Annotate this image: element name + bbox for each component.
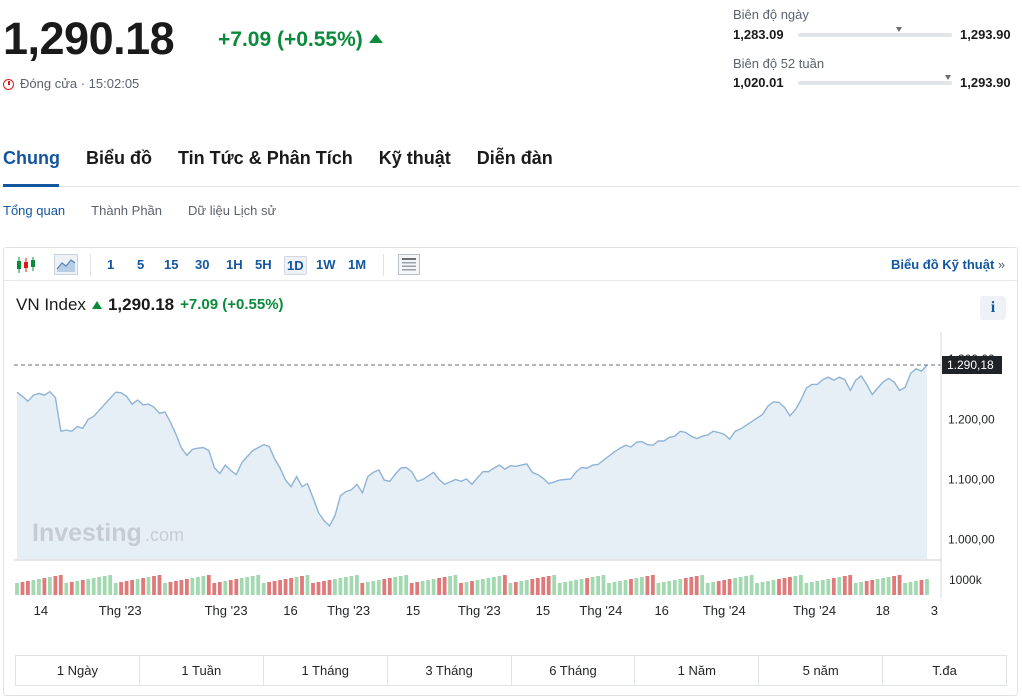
- timeframe-1w[interactable]: 1W: [316, 257, 336, 272]
- subtab-thanh-phan[interactable]: Thành Phần: [91, 203, 163, 218]
- timeframe-30[interactable]: 30: [195, 257, 210, 272]
- period-1-year[interactable]: 1 Năm: [635, 656, 760, 685]
- symbol-change-percent: (+0.55%): [222, 296, 284, 313]
- period-1-month[interactable]: 1 Tháng: [264, 656, 388, 685]
- chart-toolbar: [4, 248, 1017, 281]
- timeframe-1h[interactable]: 1H: [226, 257, 243, 272]
- up-arrow-icon: [91, 300, 102, 309]
- sub-tabs: Tổng quan Thành Phần Dữ liệu Lịch sử: [3, 203, 276, 218]
- up-arrow-icon: [368, 34, 383, 43]
- subtab-du-lieu-lich-su[interactable]: Dữ liệu Lịch sử: [188, 203, 277, 218]
- symbol-price: 1,290.18: [107, 295, 175, 314]
- period-1-day[interactable]: 1 Ngày: [16, 656, 140, 685]
- clock-icon: [3, 78, 14, 90]
- active-tab-indicator: [3, 184, 59, 187]
- change-value: +7.09: [218, 28, 272, 51]
- timeframe-1m[interactable]: 1M: [348, 257, 367, 272]
- market-status: Đóng cửa · 15:02:05: [3, 75, 139, 93]
- week52-range-low: 1,020.01: [733, 75, 784, 90]
- period-max[interactable]: T.đa: [932, 663, 957, 678]
- day-range-low: 1,283.09: [733, 27, 784, 42]
- subtab-tong-quan[interactable]: Tổng quan: [3, 203, 66, 218]
- week52-range-bar: [798, 81, 952, 85]
- chevron-right-icon: »: [997, 257, 1006, 272]
- timeframe-5h[interactable]: 5H: [255, 257, 272, 272]
- chart-symbol-header: VN Index 1,290.18 +7.09 (+0.55%): [16, 294, 284, 315]
- data-table-icon[interactable]: [398, 254, 420, 275]
- last-price: 1,290.18: [3, 13, 175, 64]
- week52-range-high: 1,293.90: [960, 75, 1011, 90]
- period-selector: 1 Ngày 1 Tuần 1 Tháng 3 Tháng 6 Tháng 1 …: [15, 655, 1007, 686]
- day-range-high: 1,293.90: [960, 27, 1011, 42]
- toolbar-separator: [383, 254, 384, 276]
- main-tabs: Chung Biểu đồ Tin Tức & Phân Tích Kỹ thu…: [3, 146, 553, 170]
- tab-dien-dan[interactable]: Diễn đàn: [476, 148, 553, 168]
- period-5-year[interactable]: 5 năm: [759, 656, 884, 685]
- period-6-month[interactable]: 6 Tháng: [512, 656, 636, 685]
- day-range-marker-icon: [896, 27, 902, 32]
- period-3-month[interactable]: 3 Tháng: [388, 656, 512, 685]
- tab-chung[interactable]: Chung: [3, 148, 60, 168]
- timeframe-1d[interactable]: 1D: [284, 256, 307, 275]
- day-range-bar: [798, 33, 952, 37]
- tabs-divider: [3, 186, 1019, 187]
- week52-range-marker-icon: [945, 75, 951, 80]
- timeframe-15[interactable]: 15: [164, 257, 179, 272]
- tab-ky-thuat[interactable]: Kỹ thuật: [378, 148, 451, 168]
- day-range-label: Biên độ ngày: [733, 7, 809, 22]
- price-change: +7.09 (+0.55%): [218, 27, 383, 53]
- timeframe-5[interactable]: 5: [137, 257, 145, 272]
- symbol-change-value: +7.09: [180, 296, 219, 313]
- info-button[interactable]: i: [980, 296, 1006, 320]
- chart-container: [3, 247, 1018, 696]
- symbol-name: VN Index: [16, 295, 86, 314]
- area-chart-icon[interactable]: [54, 254, 78, 275]
- toolbar-separator: [90, 254, 91, 276]
- tab-tin-tuc[interactable]: Tin Tức & Phân Tích: [177, 148, 353, 168]
- week52-range-label: Biên độ 52 tuần: [733, 56, 825, 71]
- technical-chart-link[interactable]: Biểu đồ Kỹ thuật »: [891, 256, 1005, 273]
- technical-chart-link-label: Biểu đồ Kỹ thuật: [891, 257, 995, 272]
- change-percent: (+0.55%): [276, 28, 363, 51]
- candlestick-icon[interactable]: [16, 256, 36, 274]
- tab-bieu-do[interactable]: Biểu đồ: [85, 148, 152, 168]
- period-1-week[interactable]: 1 Tuần: [140, 656, 264, 685]
- market-status-text: Đóng cửa · 15:02:05: [20, 76, 140, 91]
- symbol-change: +7.09 (+0.55%): [180, 294, 283, 315]
- timeframe-1[interactable]: 1: [107, 257, 115, 272]
